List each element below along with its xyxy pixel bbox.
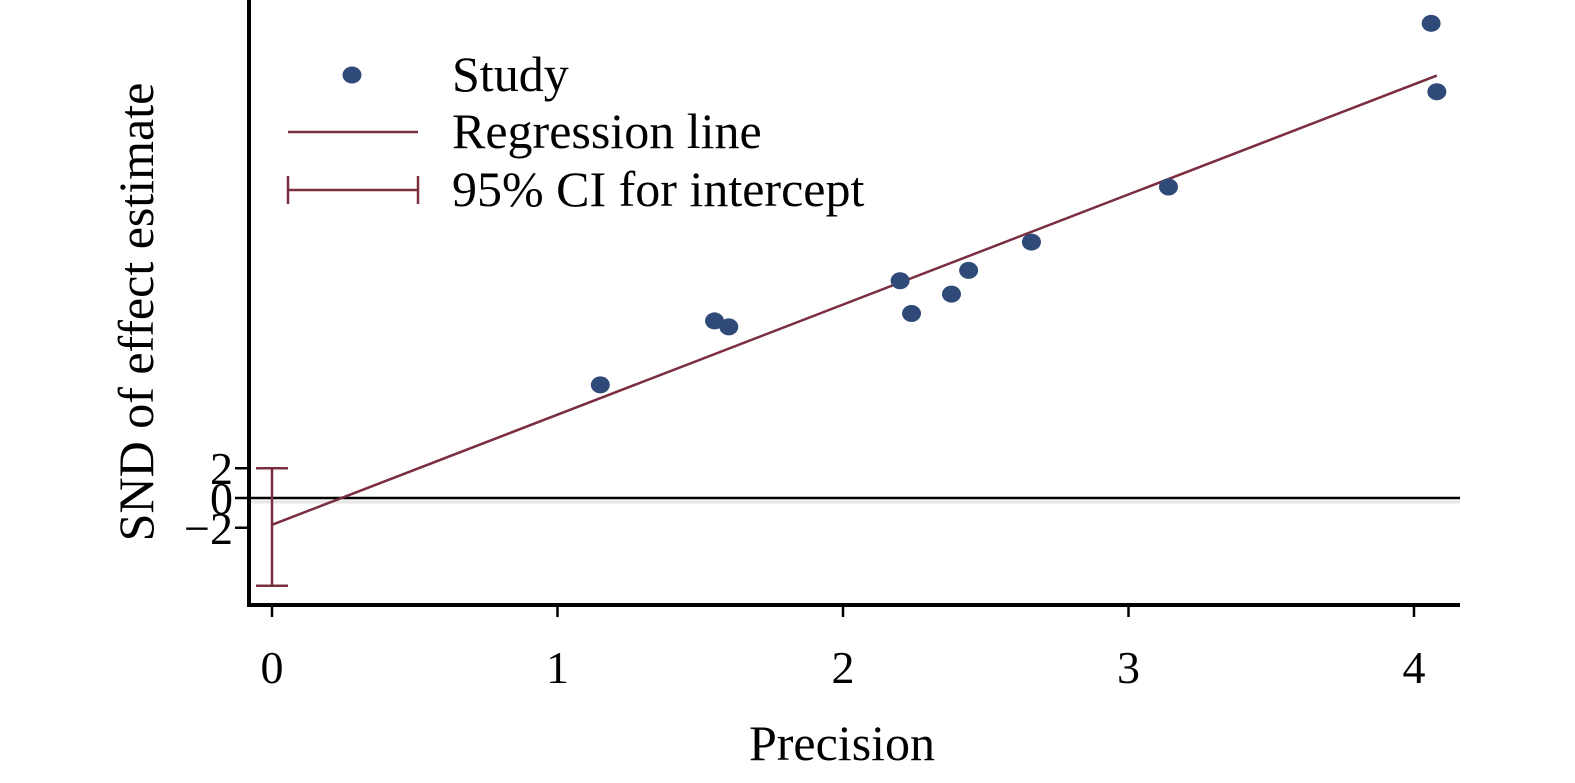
y-tick-label: −2 [184,503,233,554]
study-point [890,272,910,290]
study-point [941,285,961,303]
y-tick-label: 2 [210,443,233,494]
legend-label-ci: 95% CI for intercept [452,161,864,217]
y-axis-label: SND of effect estimate [108,83,164,542]
ci-group [256,466,288,588]
regression-line [271,74,1438,526]
x-axis-label: Precision [749,715,935,771]
y-tick-label: 0 [210,473,233,524]
legend-label-regression: Regression line [452,103,762,159]
x-tick-label: 0 [261,642,284,693]
legend-label-study: Study [452,46,569,102]
study-point [959,261,979,279]
study-point [719,318,739,336]
legend-study-marker [342,66,362,84]
points-group [590,14,1447,394]
regression-group [271,74,1438,526]
ticks-group: 0 1 2 3 420−2 [184,443,1425,693]
x-tick-label: 4 [1403,642,1426,693]
x-tick-label: 3 [1117,642,1140,693]
study-point [902,304,922,322]
study-point [1421,14,1441,32]
study-point [705,312,725,330]
zero-reference-line-group [249,496,1460,504]
x-tick-label: 2 [832,642,855,693]
axes-group [247,0,1460,607]
study-point [1427,83,1447,101]
study-point [590,376,610,394]
study-point [1158,178,1178,196]
study-point [1021,233,1041,251]
x-tick-label: 1 [546,642,569,693]
